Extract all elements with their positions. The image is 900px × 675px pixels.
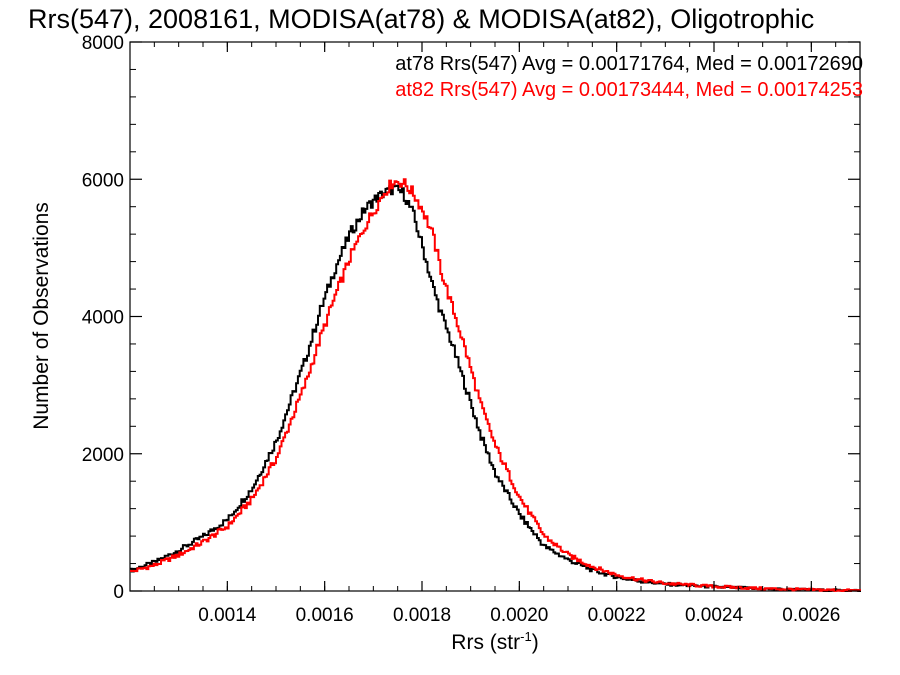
y-tick-label: 2000 bbox=[82, 445, 124, 466]
tick-layer: 0.0014 0.0016 0.0018 0.0020 0.0022 0.0024 0.00… bbox=[82, 33, 860, 626]
y-tick-label: 6000 bbox=[82, 170, 124, 191]
y-tick-label: 4000 bbox=[82, 308, 124, 329]
legend-annotation-at78: at78 Rrs(547) Avg = 0.00171764, Med = 0.… bbox=[395, 53, 863, 75]
x-tick-label: 0.0026 bbox=[782, 605, 840, 626]
x-axis-title-main: Rrs (str bbox=[451, 631, 520, 654]
legend-annotation-at82: at82 Rrs(547) Avg = 0.00173444, Med = 0.… bbox=[395, 79, 863, 101]
y-axis-title: Number of Observations bbox=[30, 202, 53, 430]
x-axis-title: Rrs (str-1) bbox=[451, 629, 538, 654]
x-tick-label: 0.0020 bbox=[490, 605, 548, 626]
y-tick-label: 0 bbox=[113, 582, 124, 603]
chart-title: Rrs(547), 2008161, MODISA(at78) & MODISA… bbox=[28, 4, 814, 34]
series-line-at82 bbox=[130, 178, 861, 592]
series-line-at78 bbox=[130, 184, 861, 592]
x-tick-label: 0.0014 bbox=[198, 605, 257, 626]
x-axis-title-close: ) bbox=[532, 631, 539, 654]
x-tick-label: 0.0018 bbox=[393, 605, 451, 626]
x-tick-label: 0.0016 bbox=[296, 605, 354, 626]
x-tick-label: 0.0022 bbox=[588, 605, 646, 626]
y-tick-label: 8000 bbox=[82, 33, 124, 54]
x-tick-label: 0.0024 bbox=[685, 605, 744, 626]
x-axis-title-superscript: -1 bbox=[520, 629, 532, 644]
series-layer bbox=[130, 178, 861, 592]
